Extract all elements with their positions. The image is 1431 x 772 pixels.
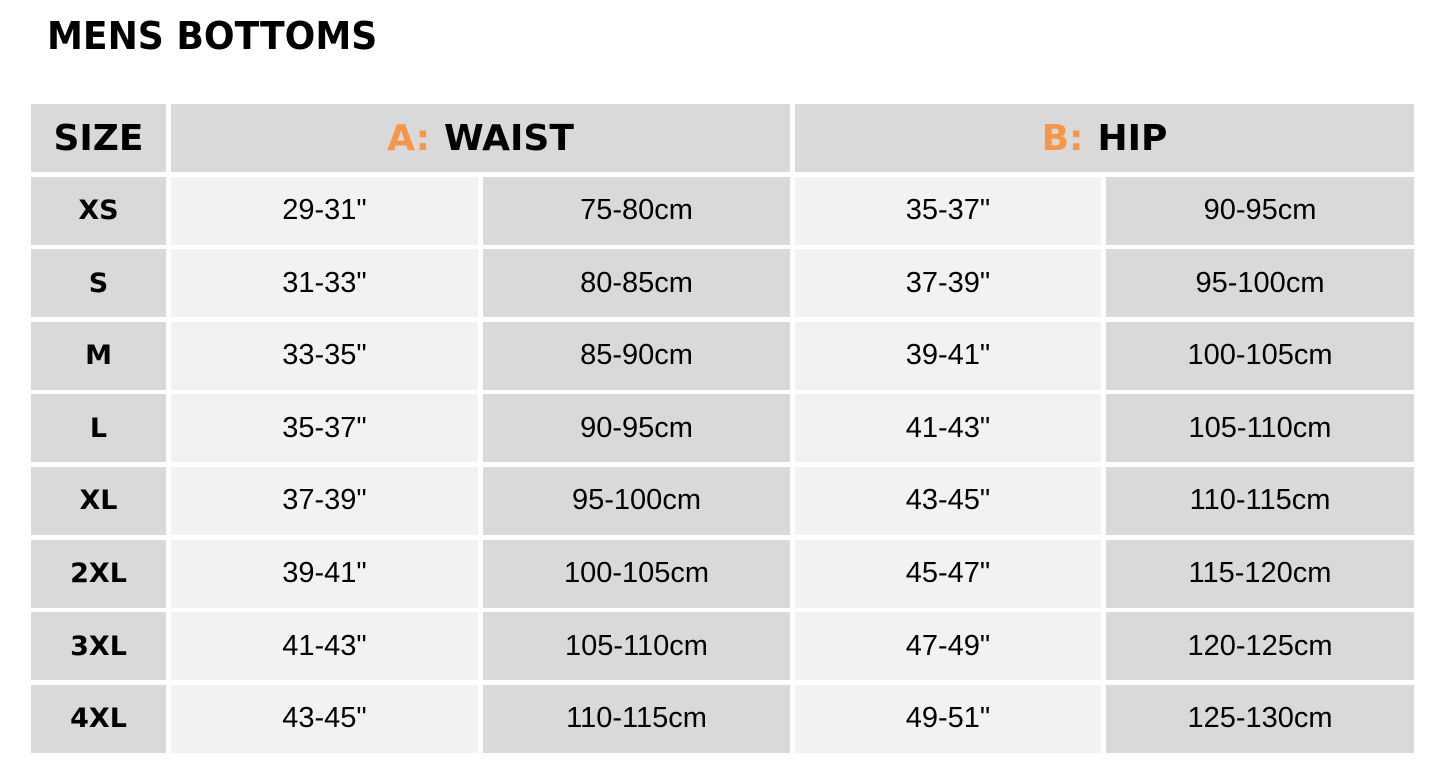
cell-hip-in: 39-41" xyxy=(795,321,1101,390)
cell-size: L xyxy=(31,394,166,463)
cell-size: XS xyxy=(31,176,166,245)
cell-waist-in: 37-39" xyxy=(171,466,478,535)
header-waist: A: WAIST xyxy=(171,104,790,172)
cell-waist-in: 35-37" xyxy=(171,394,478,463)
cell-waist-cm: 100-105cm xyxy=(483,539,790,608)
cell-size: S xyxy=(31,249,166,318)
cell-waist-in: 41-43" xyxy=(171,612,478,681)
cell-waist-cm: 80-85cm xyxy=(483,249,790,318)
header-hip: B: HIP xyxy=(795,104,1414,172)
cell-waist-in: 31-33" xyxy=(171,249,478,318)
cell-hip-cm: 125-130cm xyxy=(1106,684,1414,753)
cell-hip-in: 47-49" xyxy=(795,612,1101,681)
cell-hip-cm: 110-115cm xyxy=(1106,466,1414,535)
cell-waist-cm: 90-95cm xyxy=(483,394,790,463)
cell-waist-in: 29-31" xyxy=(171,176,478,245)
cell-hip-in: 37-39" xyxy=(795,249,1101,318)
cell-waist-cm: 95-100cm xyxy=(483,466,790,535)
waist-label: WAIST xyxy=(444,117,574,159)
header-size: SIZE xyxy=(31,104,166,172)
cell-size: 3XL xyxy=(31,612,166,681)
cell-size: XL xyxy=(31,466,166,535)
cell-waist-in: 33-35" xyxy=(171,321,478,390)
cell-hip-in: 35-37" xyxy=(795,176,1101,245)
hip-label: HIP xyxy=(1097,117,1168,159)
cell-hip-cm: 100-105cm xyxy=(1106,321,1414,390)
cell-size: 4XL xyxy=(31,684,166,753)
cell-hip-cm: 120-125cm xyxy=(1106,612,1414,681)
cell-waist-cm: 75-80cm xyxy=(483,176,790,245)
cell-waist-in: 39-41" xyxy=(171,539,478,608)
cell-hip-in: 45-47" xyxy=(795,539,1101,608)
cell-size: 2XL xyxy=(31,539,166,608)
cell-hip-in: 49-51" xyxy=(795,684,1101,753)
cell-waist-cm: 105-110cm xyxy=(483,612,790,681)
cell-hip-cm: 105-110cm xyxy=(1106,394,1414,463)
cell-hip-in: 43-45" xyxy=(795,466,1101,535)
hip-prefix: B: xyxy=(1041,117,1084,159)
cell-hip-cm: 115-120cm xyxy=(1106,539,1414,608)
waist-prefix: A: xyxy=(387,117,431,159)
cell-waist-cm: 110-115cm xyxy=(483,684,790,753)
size-chart-table: SIZE A: WAIST B: HIP XS 29-31" 75-80cm 35-3… xyxy=(31,104,1414,753)
cell-hip-cm: 95-100cm xyxy=(1106,249,1414,318)
cell-waist-cm: 85-90cm xyxy=(483,321,790,390)
cell-hip-in: 41-43" xyxy=(795,394,1101,463)
cell-waist-in: 43-45" xyxy=(171,684,478,753)
page-title: MENS BOTTOMS xyxy=(47,14,378,58)
cell-hip-cm: 90-95cm xyxy=(1106,176,1414,245)
cell-size: M xyxy=(31,321,166,390)
